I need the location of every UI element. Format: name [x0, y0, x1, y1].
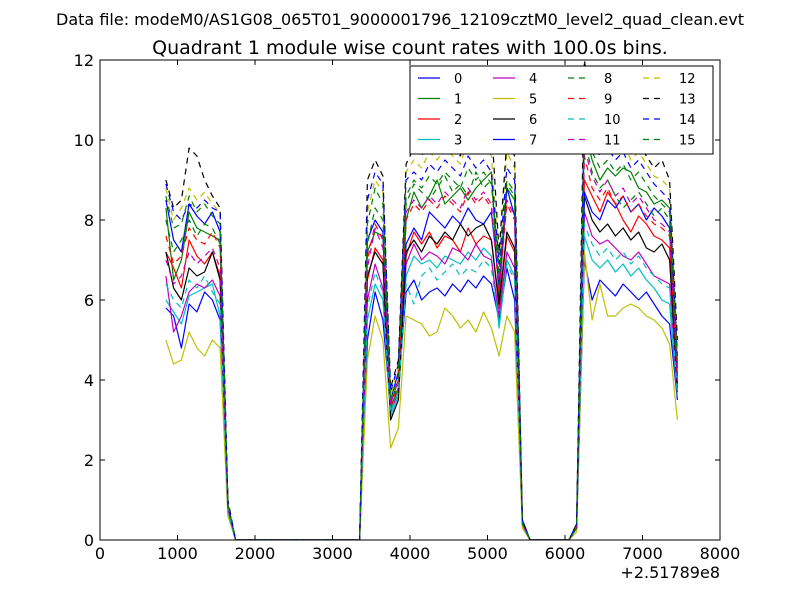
y-tick-label: 10	[74, 131, 94, 150]
y-tick-label: 4	[84, 371, 94, 390]
legend-label-15: 15	[679, 134, 696, 149]
series-line-3	[165, 235, 678, 540]
chart-suptitle: Data file: modeM0/AS1G08_065T01_90000017…	[56, 10, 744, 30]
x-tick-label: 2000	[235, 544, 276, 563]
plot-area: 0 1000 2000 3000 4000 5000 6000 7000 8000 0 2 4 6 8 1…	[74, 51, 741, 582]
legend-label-14: 14	[679, 113, 696, 128]
x-tick-label: 5000	[467, 544, 508, 563]
legend-label-13: 13	[679, 93, 696, 108]
series-line-11	[165, 147, 678, 540]
series-line-0	[165, 259, 678, 540]
legend-label-10: 10	[604, 113, 621, 128]
x-tick-label: 4000	[390, 544, 431, 563]
legend-label-11: 11	[604, 134, 621, 149]
legend-label-2: 2	[454, 113, 462, 128]
series-line-2	[165, 179, 678, 540]
series-line-15	[165, 123, 678, 540]
x-tick-label: 8000	[700, 544, 741, 563]
x-tick-label: 7000	[622, 544, 663, 563]
x-tick-label: 6000	[545, 544, 586, 563]
x-tick-label: 1000	[157, 544, 198, 563]
legend-label-8: 8	[604, 72, 612, 87]
x-axis-ticks: 0 1000 2000 3000 4000 5000 6000 7000 8000	[95, 60, 740, 563]
legend-label-7: 7	[529, 134, 537, 149]
legend-label-4: 4	[529, 72, 537, 87]
legend-label-1: 1	[454, 93, 462, 108]
y-tick-label: 0	[84, 531, 94, 550]
legend-label-5: 5	[529, 93, 537, 108]
legend-label-0: 0	[454, 72, 462, 87]
series-line-10	[165, 223, 678, 540]
legend-label-6: 6	[529, 113, 537, 128]
legend-frame	[409, 65, 714, 155]
legend-label-9: 9	[604, 93, 612, 108]
series-line-12	[165, 99, 678, 540]
series-line-6	[165, 195, 678, 540]
y-tick-label: 8	[84, 211, 94, 230]
y-tick-label: 12	[74, 51, 94, 70]
series-line-4	[165, 211, 678, 540]
y-tick-label: 2	[84, 451, 94, 470]
series-line-5	[165, 251, 678, 540]
series-line-9	[165, 155, 678, 540]
y-tick-label: 6	[84, 291, 94, 310]
chart-title: Quadrant 1 module wise count rates with …	[152, 37, 668, 59]
legend-label-3: 3	[454, 134, 462, 149]
legend-label-12: 12	[679, 72, 696, 87]
series-line-8	[165, 139, 678, 540]
x-offset-label: +2.51789e8	[620, 563, 720, 582]
x-tick-label: 0	[95, 544, 105, 563]
x-tick-label: 3000	[312, 544, 353, 563]
series-line-7	[165, 187, 678, 540]
